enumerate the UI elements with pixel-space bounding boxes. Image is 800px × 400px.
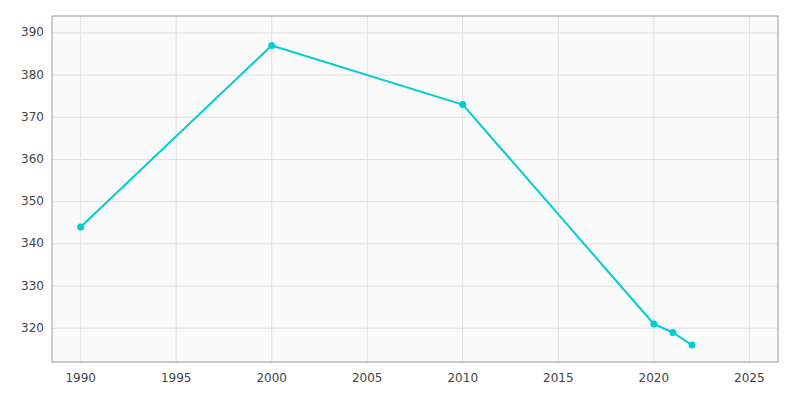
- x-tick-label: 2015: [543, 371, 574, 385]
- y-tick-label: 360: [21, 152, 44, 166]
- y-tick-label: 320: [21, 321, 44, 335]
- x-tick-label: 2025: [734, 371, 765, 385]
- x-grid-line: [749, 16, 750, 362]
- marker: [77, 223, 84, 230]
- series: [77, 42, 695, 349]
- y-tick-label: 340: [21, 236, 44, 250]
- marker: [669, 329, 676, 336]
- y-tick-label: 330: [21, 279, 44, 293]
- x-grid-line: [176, 16, 177, 362]
- plot-frame: [52, 16, 778, 362]
- grid: [52, 16, 778, 362]
- line: [81, 46, 692, 346]
- x-tick-label: 2005: [352, 371, 383, 385]
- marker: [459, 101, 466, 108]
- x-grid-line: [558, 16, 559, 362]
- x-grid-line: [462, 16, 463, 362]
- y-grid-line: [52, 117, 778, 118]
- y-grid-line: [52, 243, 778, 244]
- x-grid-line: [653, 16, 654, 362]
- marker: [689, 342, 696, 349]
- plot-background: [52, 16, 778, 362]
- y-grid-line: [52, 328, 778, 329]
- x-grid-line: [271, 16, 272, 362]
- x-tick-label: 1995: [161, 371, 192, 385]
- x-tick-label: 2020: [639, 371, 670, 385]
- y-grid-line: [52, 32, 778, 33]
- x-grid-line: [367, 16, 368, 362]
- tick-labels: 320 330 340 350 360 370 380 390 1990 1995 2000 2005…: [21, 25, 765, 385]
- y-tick-label: 370: [21, 110, 44, 124]
- chart-svg: 320 330 340 350 360 370 380 390 1990 1995 2000 2005…: [0, 0, 800, 400]
- chart-container: 320 330 340 350 360 370 380 390 1990 1995 2000 2005…: [0, 0, 800, 400]
- y-grid-line: [52, 201, 778, 202]
- y-tick-label: 380: [21, 68, 44, 82]
- x-tick-label: 1990: [65, 371, 96, 385]
- x-grid-line: [80, 16, 81, 362]
- y-grid-line: [52, 75, 778, 76]
- x-tick-label: 2010: [447, 371, 478, 385]
- marker: [268, 42, 275, 49]
- y-tick-label: 390: [21, 25, 44, 39]
- x-tick-label: 2000: [256, 371, 287, 385]
- marker: [650, 321, 657, 328]
- y-tick-label: 350: [21, 194, 44, 208]
- y-grid-line: [52, 159, 778, 160]
- y-grid-line: [52, 286, 778, 287]
